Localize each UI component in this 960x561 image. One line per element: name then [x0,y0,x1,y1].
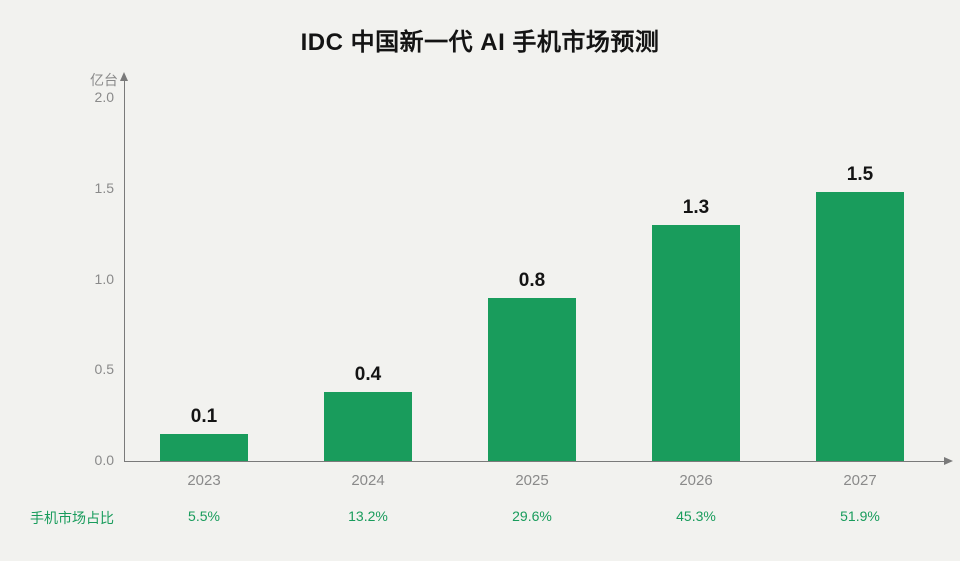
plot-area: 0.1 0.4 0.8 1.3 1.5 [124,98,926,461]
market-share-value: 29.6% [492,508,572,524]
y-tick-label: 0.0 [78,452,114,468]
chart-title: IDC 中国新一代 AI 手机市场预测 [0,22,960,57]
bar [160,434,248,461]
y-axis-unit-label: 亿台 [90,70,118,90]
x-tick-label: 2026 [656,472,736,489]
bar-value-label: 0.4 [328,364,408,386]
chart-canvas: IDC 中国新一代 AI 手机市场预测 亿台 0.0 0.5 1.0 1.5 2.0 0… [0,0,960,561]
x-tick-label: 2024 [328,472,408,489]
x-tick-label: 2027 [820,472,900,489]
y-axis-arrow [120,72,128,81]
bar [816,192,904,461]
y-tick-label: 2.0 [78,89,114,105]
bar-value-label: 1.5 [820,164,900,186]
bar-value-label: 0.8 [492,270,572,292]
y-tick-label: 1.5 [78,180,114,196]
bar [488,298,576,461]
x-tick-label: 2023 [164,472,244,489]
market-share-value: 45.3% [656,508,736,524]
x-axis-line [124,461,944,462]
bar [652,225,740,461]
market-share-row-label: 手机市场占比 [30,508,114,528]
x-tick-label: 2025 [492,472,572,489]
market-share-value: 51.9% [820,508,900,524]
market-share-value: 13.2% [328,508,408,524]
bar [324,392,412,461]
market-share-value: 5.5% [164,508,244,524]
y-tick-label: 0.5 [78,361,114,377]
x-axis-arrow [944,457,953,465]
y-tick-label: 1.0 [78,271,114,287]
bar-value-label: 1.3 [656,197,736,219]
bar-value-label: 0.1 [164,406,244,428]
